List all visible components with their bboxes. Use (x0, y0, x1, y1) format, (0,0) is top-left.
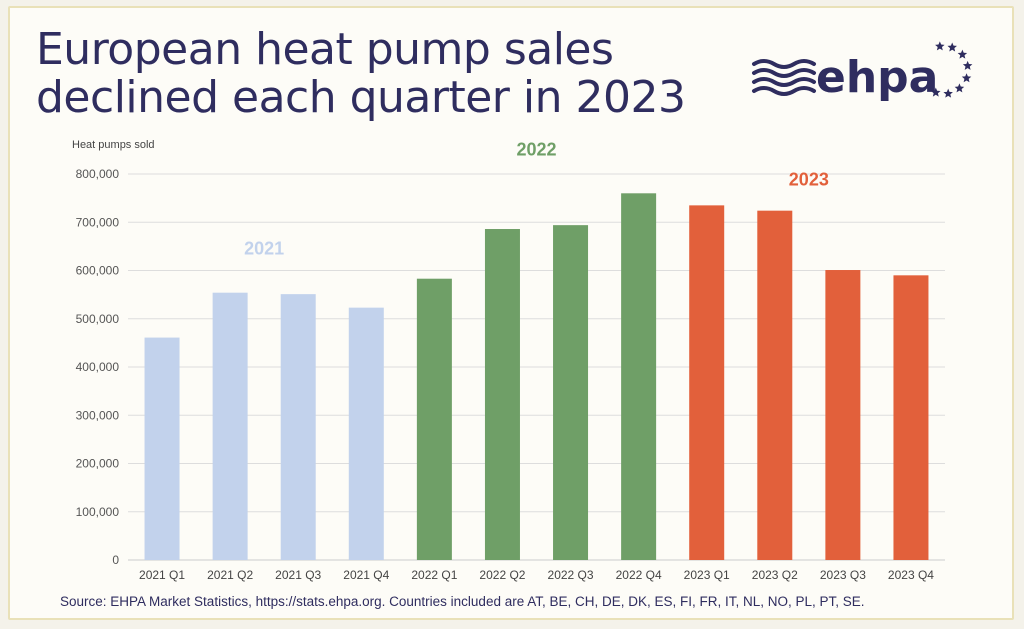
y-tick-label: 600,000 (76, 264, 120, 278)
y-tick-label: 500,000 (76, 312, 120, 326)
source-note: Source: EHPA Market Statistics, https://… (60, 594, 865, 609)
x-tick-label: 2021 Q4 (343, 568, 389, 582)
chart-title: European heat pump sales declined each q… (36, 24, 686, 123)
group-label: 2021 (244, 239, 284, 259)
bar (144, 337, 180, 560)
bar (416, 278, 452, 560)
logo-text: ehpa (816, 52, 938, 103)
eu-stars-icon (931, 41, 973, 98)
y-axis-label: Heat pumps sold (72, 139, 155, 151)
y-tick-label: 300,000 (76, 408, 120, 422)
y-tick-label: 200,000 (76, 457, 120, 471)
star-8 (931, 87, 941, 97)
x-tick-label: 2022 Q2 (479, 568, 525, 582)
bar (621, 193, 657, 561)
star-1 (935, 41, 945, 51)
x-tick-label: 2023 Q4 (888, 568, 934, 582)
x-tick-label: 2023 Q2 (752, 568, 798, 582)
y-tick-label: 0 (112, 553, 119, 567)
bar (348, 307, 384, 560)
ehpa-logo-graphic: ehpa (752, 41, 973, 103)
title-line-1: European heat pump sales (36, 24, 614, 75)
x-tick-label: 2022 Q1 (411, 568, 457, 582)
group-label: 2022 (516, 139, 556, 159)
title-line-2: declined each quarter in 2023 (36, 72, 686, 123)
y-tick-label: 800,000 (76, 167, 120, 181)
star-2 (947, 42, 957, 52)
star-5 (961, 73, 972, 83)
ehpa-logo: ehpa (748, 30, 978, 110)
bar (825, 270, 861, 560)
bar (893, 275, 929, 560)
x-tick-label: 2021 Q1 (139, 568, 185, 582)
y-tick-label: 100,000 (76, 505, 120, 519)
bar (757, 210, 793, 561)
x-tick-label: 2022 Q3 (548, 568, 594, 582)
bar (280, 294, 316, 560)
bar (553, 225, 589, 560)
star-3 (957, 49, 968, 59)
bar (689, 205, 725, 561)
x-tick-label: 2022 Q4 (616, 568, 662, 582)
star-4 (962, 60, 973, 70)
group-label: 2023 (789, 169, 829, 189)
x-tick-label: 2021 Q3 (275, 568, 321, 582)
star-6 (954, 83, 965, 93)
star-7 (943, 88, 953, 98)
y-tick-label: 400,000 (76, 360, 120, 374)
bar (212, 292, 248, 560)
x-tick-label: 2021 Q2 (207, 568, 253, 582)
y-tick-label: 700,000 (76, 215, 120, 229)
bar (484, 229, 520, 560)
x-tick-label: 2023 Q1 (684, 568, 730, 582)
waves-icon (752, 59, 816, 96)
x-tick-label: 2023 Q3 (820, 568, 866, 582)
